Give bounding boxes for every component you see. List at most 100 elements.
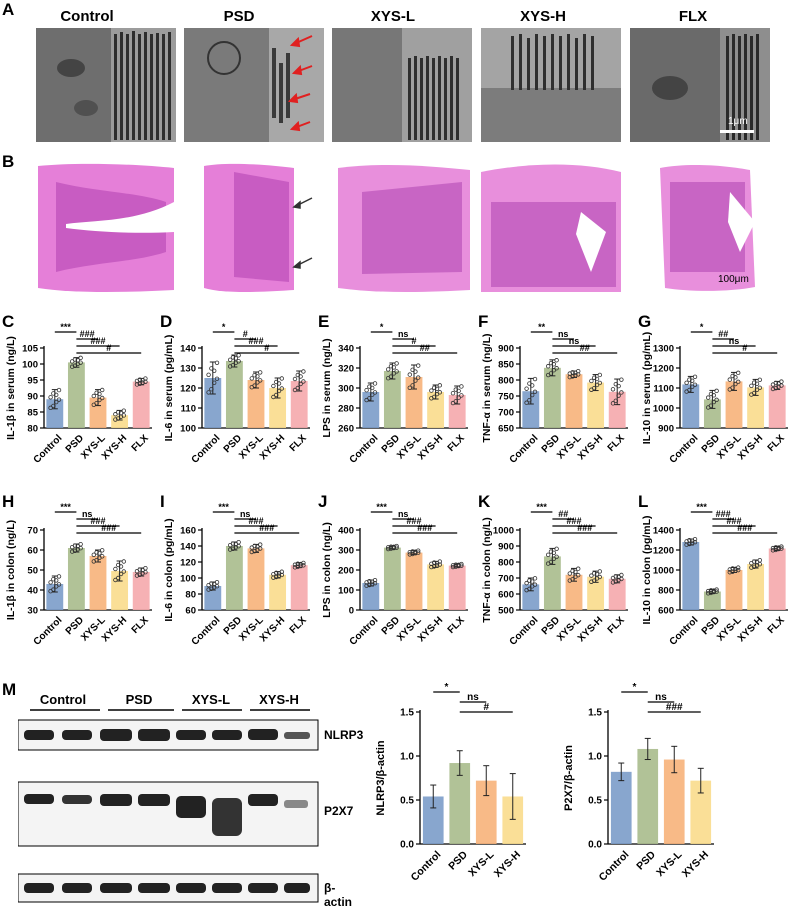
- data-point: [94, 550, 99, 555]
- data-point: [121, 408, 127, 413]
- data-point: [69, 545, 75, 550]
- data-point: [413, 551, 418, 556]
- y-tick-label: 500: [498, 606, 514, 617]
- y-tick-label: 600: [498, 590, 514, 601]
- data-point: [206, 372, 211, 377]
- data-point: [690, 378, 695, 383]
- data-point: [727, 570, 732, 575]
- data-point: [705, 591, 711, 596]
- y-tick-label: 40: [27, 586, 38, 597]
- data-point: [589, 378, 594, 384]
- data-point: [115, 416, 121, 421]
- y-tick-label: 140: [180, 344, 196, 355]
- data-point: [431, 385, 437, 390]
- data-point: [255, 544, 260, 549]
- y-tick-label: 850: [498, 360, 514, 371]
- data-point: [48, 580, 53, 585]
- chart-il6-serum: IL-6 in serum (pg/mL) 100 110 120 130 140 Cont…: [163, 322, 310, 466]
- data-point: [714, 587, 719, 592]
- data-point: [372, 580, 378, 586]
- data-point: [554, 546, 559, 551]
- data-point: [94, 400, 99, 406]
- data-point: [249, 549, 254, 555]
- y-tick-label: 600: [658, 606, 674, 617]
- data-point: [295, 561, 300, 566]
- significance-label: ##: [718, 329, 728, 339]
- data-point: [431, 564, 437, 569]
- he-image-xys-h: [481, 162, 621, 294]
- data-point: [416, 548, 421, 553]
- data-point: [524, 400, 529, 405]
- x-tick-label: Control: [190, 615, 223, 648]
- y-tick-label: 100: [180, 574, 196, 585]
- data-point: [56, 574, 62, 579]
- data-point: [230, 363, 236, 368]
- significance-label: ###: [737, 523, 752, 533]
- data-point: [610, 580, 616, 585]
- data-point: [121, 413, 127, 418]
- data-point: [370, 385, 375, 391]
- data-point: [551, 362, 557, 367]
- y-tick-label: 400: [338, 526, 354, 537]
- data-point: [456, 395, 461, 400]
- data-point: [749, 560, 754, 566]
- data-point: [554, 366, 559, 371]
- x-tick-label: FLX: [130, 615, 151, 636]
- x-tick-label: Control: [32, 615, 65, 648]
- chart-tnfa-serum: TNF-α in serum (ng/L) 650 700 750 800 850 900 C…: [481, 322, 628, 466]
- significance-label: ###: [666, 702, 683, 713]
- data-point: [736, 370, 741, 376]
- bar-control: [362, 392, 380, 428]
- y-axis-label: LPS in serum (ng/L): [321, 338, 333, 437]
- data-point: [372, 381, 378, 386]
- bar-xys-h: [269, 574, 287, 610]
- x-tick-label: Control: [668, 433, 701, 466]
- panel-label-c: C: [2, 312, 15, 331]
- data-point: [227, 547, 233, 552]
- data-point: [97, 397, 102, 403]
- bar-flx: [132, 381, 150, 428]
- bar-xys-h: [111, 415, 129, 428]
- bar-flx: [132, 572, 150, 610]
- data-point: [594, 376, 600, 382]
- significance-label: ###: [101, 523, 116, 533]
- y-axis-label: TNF-α in colon (ng/L): [481, 517, 493, 623]
- data-point: [292, 565, 298, 570]
- data-point: [97, 391, 102, 397]
- data-point: [364, 387, 369, 393]
- panel-label-a: A: [2, 0, 15, 19]
- data-point: [708, 403, 714, 408]
- y-tick-label: 100: [180, 424, 196, 435]
- bar-psd: [67, 548, 85, 610]
- data-point: [69, 364, 75, 369]
- y-tick-label: 320: [338, 364, 354, 375]
- data-point: [121, 569, 127, 574]
- y-tick-label: 50: [27, 566, 38, 577]
- data-point: [770, 548, 776, 553]
- significance-label: ***: [536, 502, 547, 512]
- bar-xys-l: [475, 780, 497, 844]
- he-image-control: [36, 162, 176, 294]
- data-point: [754, 559, 760, 565]
- x-tick-label: FLX: [766, 433, 787, 454]
- significance-label: ###: [90, 516, 105, 526]
- chart-lps-serum: LPS in serum (ng/L) 260 280 300 320 340 Contro…: [321, 322, 468, 466]
- data-point: [258, 378, 263, 383]
- bar-flx: [608, 391, 626, 428]
- y-tick-label: 900: [498, 344, 514, 355]
- data-point: [72, 363, 78, 368]
- data-point: [115, 575, 121, 581]
- data-point: [78, 355, 83, 361]
- significance-label: ###: [80, 329, 95, 339]
- significance-label: *: [445, 682, 449, 693]
- data-point: [134, 573, 140, 578]
- y-tick-label: 100: [22, 360, 38, 371]
- data-point: [757, 561, 763, 567]
- data-point: [597, 574, 603, 580]
- wb-group-control: Control: [39, 692, 87, 707]
- data-point: [733, 375, 738, 380]
- y-tick-label: 85: [27, 408, 38, 419]
- data-point: [459, 384, 464, 389]
- he-image-psd: [184, 162, 324, 294]
